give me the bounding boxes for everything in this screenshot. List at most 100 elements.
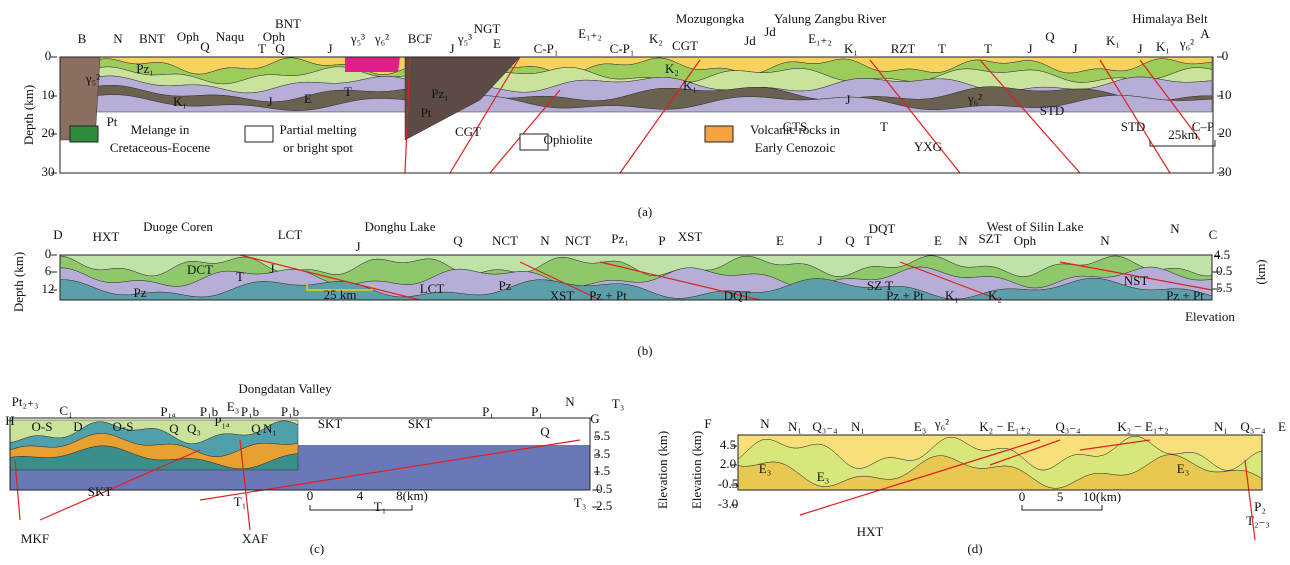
label: STD	[1121, 119, 1146, 134]
axis-label: Depth (km)	[21, 85, 36, 145]
label: K₂	[665, 61, 679, 76]
legend-swatch	[244, 125, 274, 143]
label: Pz₁	[431, 86, 449, 101]
label: Elevation	[1185, 309, 1235, 324]
tick-label: 12	[42, 281, 55, 296]
label: H	[5, 413, 14, 428]
tick-label: 6	[45, 263, 52, 278]
label: Melange in	[131, 122, 190, 137]
label: Q₃₋₄	[1055, 419, 1081, 434]
label: Pt	[421, 105, 432, 120]
label: RZT	[891, 41, 916, 56]
label: 5	[1057, 489, 1064, 504]
tick-label: 10	[42, 87, 55, 102]
label: Pz₁	[136, 61, 154, 76]
tick-label: 20	[42, 125, 55, 140]
label: K₁	[1156, 39, 1170, 54]
label: SKT	[408, 416, 433, 431]
label: Cretaceous-Eocene	[110, 140, 211, 155]
label: J	[327, 41, 332, 56]
label: J	[1072, 41, 1077, 56]
section-frame	[737, 434, 1263, 491]
label: J	[1027, 41, 1032, 56]
label: 8(km)	[396, 488, 428, 503]
label: E₃	[914, 419, 926, 434]
label: BNT	[275, 16, 301, 31]
label: P₁b	[241, 404, 259, 419]
fault	[404, 56, 411, 174]
fault	[1079, 439, 1151, 451]
label: K₁	[173, 94, 187, 109]
tick-label: 30	[42, 164, 55, 179]
fault	[239, 254, 421, 301]
label: Q	[540, 424, 550, 439]
tick-label: 20	[1219, 125, 1232, 140]
label: CGT	[455, 124, 481, 139]
label: T	[864, 233, 872, 248]
label: B	[78, 31, 87, 46]
label: STD	[1040, 103, 1065, 118]
label: N	[958, 233, 968, 248]
label: F	[704, 416, 711, 431]
label: N	[760, 416, 770, 431]
label: T	[258, 41, 266, 56]
label: C-P₁	[610, 41, 635, 56]
label: HXT	[93, 229, 120, 244]
label: T	[236, 269, 244, 284]
legend-swatch	[704, 125, 734, 143]
tick-label: 1.5	[594, 463, 610, 478]
fault	[1099, 59, 1171, 174]
label: P₁b	[200, 404, 218, 419]
label: Pz + Pt	[589, 288, 627, 303]
label: N₁	[788, 419, 802, 434]
label: Pz₁	[611, 231, 629, 246]
label: N₁	[1214, 419, 1228, 434]
label: NCT	[565, 233, 591, 248]
label: LCT	[420, 281, 445, 296]
axis-label: Elevation (km)	[689, 431, 704, 509]
tick-label: 4.5	[1214, 247, 1230, 262]
label: G	[590, 411, 599, 426]
label: T₃	[612, 396, 624, 411]
label: XST	[678, 229, 703, 244]
tick-label: 2.0	[720, 456, 736, 471]
label: West of Silin Lake	[987, 219, 1084, 234]
label: C	[1209, 227, 1218, 242]
label: P₁ₐ	[160, 404, 176, 419]
label: P₁ₐ	[214, 414, 230, 429]
label: 0	[307, 488, 314, 503]
label: (a)	[638, 204, 652, 219]
legend-swatch	[69, 125, 99, 143]
tick-label: 5.5	[594, 428, 610, 443]
label: HXT	[857, 524, 884, 539]
section-frame	[9, 417, 591, 491]
label: NCT	[492, 233, 518, 248]
label: N	[540, 233, 550, 248]
label: Q	[169, 421, 179, 436]
fault	[1139, 59, 1201, 141]
label: SKT	[318, 416, 343, 431]
label: MKF	[21, 531, 49, 546]
label: Himalaya Belt	[1132, 11, 1208, 26]
label: NGT	[474, 21, 501, 36]
fault	[869, 59, 961, 174]
label: K₂ − E₁₊₂	[1117, 419, 1169, 434]
label: J	[267, 94, 272, 109]
label: Q	[200, 39, 210, 54]
label: Pt₂₊₃	[12, 394, 39, 409]
granite	[345, 57, 400, 72]
section-frame	[59, 56, 1214, 174]
label: T	[880, 119, 888, 134]
label: N	[1170, 221, 1180, 236]
tick-label: 0	[45, 246, 52, 261]
label: P₁	[531, 404, 543, 419]
label: Ophiolite	[543, 132, 592, 147]
label: Q	[1045, 29, 1055, 44]
label: Dongdatan Valley	[238, 381, 332, 396]
label: J	[817, 233, 822, 248]
label: GTS	[783, 119, 808, 134]
tick-label: -0.5	[592, 481, 613, 496]
label: (d)	[967, 541, 982, 556]
